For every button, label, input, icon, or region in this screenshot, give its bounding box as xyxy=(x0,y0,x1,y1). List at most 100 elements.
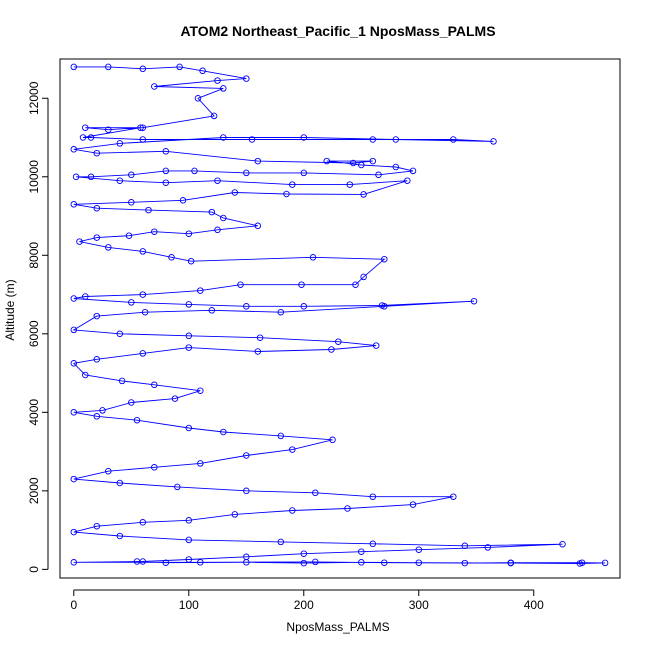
data-point xyxy=(141,308,149,316)
data-point xyxy=(187,257,195,265)
data-point xyxy=(335,338,342,345)
data-point xyxy=(328,346,335,353)
data-point xyxy=(93,312,101,320)
data-point xyxy=(360,191,367,198)
data-point xyxy=(461,542,469,550)
data-point xyxy=(139,136,147,143)
data-point xyxy=(179,197,187,204)
data-point xyxy=(185,517,193,524)
data-point xyxy=(220,214,227,222)
data-point xyxy=(470,297,478,305)
data-point xyxy=(87,173,95,181)
data-point xyxy=(461,559,469,567)
data-point xyxy=(243,487,250,495)
data-point xyxy=(344,505,351,512)
data-point xyxy=(70,475,78,483)
data-point xyxy=(197,460,204,467)
data-point xyxy=(298,281,305,288)
data-point xyxy=(300,550,308,557)
data-point xyxy=(133,416,141,424)
data-point xyxy=(576,560,584,567)
data-point xyxy=(214,177,221,184)
data-point xyxy=(277,308,285,316)
data-point xyxy=(601,559,609,567)
data-point xyxy=(300,169,308,177)
data-point xyxy=(254,348,262,355)
data-point xyxy=(358,559,365,566)
data-point xyxy=(392,163,400,171)
data-point xyxy=(70,295,78,302)
x-tick-label: 300 xyxy=(409,598,429,612)
data-point xyxy=(312,558,319,566)
data-point xyxy=(125,232,133,239)
data-point xyxy=(329,436,336,444)
data-point xyxy=(105,63,112,71)
data-point xyxy=(93,413,101,420)
data-point xyxy=(162,148,170,155)
data-point xyxy=(139,124,147,131)
data-point xyxy=(70,326,78,334)
data-point xyxy=(70,146,78,153)
data-point xyxy=(70,201,78,208)
data-point xyxy=(243,303,250,310)
x-tick-label: 200 xyxy=(294,598,314,612)
data-point xyxy=(450,136,457,143)
data-point xyxy=(174,483,181,491)
data-point xyxy=(220,85,227,92)
data-point xyxy=(82,124,89,131)
plot-marks xyxy=(70,63,609,567)
data-point xyxy=(243,559,250,566)
data-point xyxy=(283,190,290,198)
data-point xyxy=(231,189,239,196)
data-point xyxy=(369,493,377,500)
data-point xyxy=(93,149,101,157)
data-point xyxy=(289,446,296,453)
x-tick-label: 0 xyxy=(70,598,77,612)
data-point xyxy=(415,546,423,553)
data-point xyxy=(176,63,183,71)
data-point xyxy=(237,281,244,288)
data-point xyxy=(214,226,221,234)
data-point xyxy=(507,559,515,567)
data-point xyxy=(139,248,147,255)
data-point xyxy=(243,452,250,459)
data-point xyxy=(70,559,78,566)
data-point xyxy=(185,424,193,432)
data-point xyxy=(197,287,204,294)
data-point xyxy=(151,83,158,90)
data-point xyxy=(220,428,227,436)
data-point xyxy=(559,540,566,548)
data-point xyxy=(82,371,89,379)
data-point xyxy=(346,181,354,188)
data-point xyxy=(369,136,377,143)
data-point xyxy=(168,254,175,261)
x-axis-label: NposMass_PALMS xyxy=(286,620,389,634)
data-point xyxy=(300,134,308,141)
data-point xyxy=(128,299,135,306)
y-tick-label: 8000 xyxy=(27,242,41,269)
data-point xyxy=(214,77,221,84)
data-point xyxy=(191,167,198,175)
data-point xyxy=(116,330,124,338)
data-point xyxy=(105,126,112,133)
data-point xyxy=(185,230,193,237)
data-point xyxy=(450,493,457,500)
data-point xyxy=(372,342,380,349)
data-point xyxy=(93,522,101,530)
data-point xyxy=(358,161,365,169)
data-point xyxy=(185,556,193,563)
data-point xyxy=(415,559,423,566)
data-point xyxy=(409,501,417,508)
data-point xyxy=(162,559,170,566)
data-point xyxy=(256,334,264,341)
data-point xyxy=(289,507,296,514)
data-point xyxy=(128,399,135,406)
data-point xyxy=(99,407,106,414)
data-point xyxy=(93,204,101,212)
data-point xyxy=(248,136,256,143)
data-point xyxy=(116,479,124,487)
x-tick-label: 400 xyxy=(524,598,544,612)
data-point xyxy=(289,181,296,188)
data-point xyxy=(185,332,193,340)
